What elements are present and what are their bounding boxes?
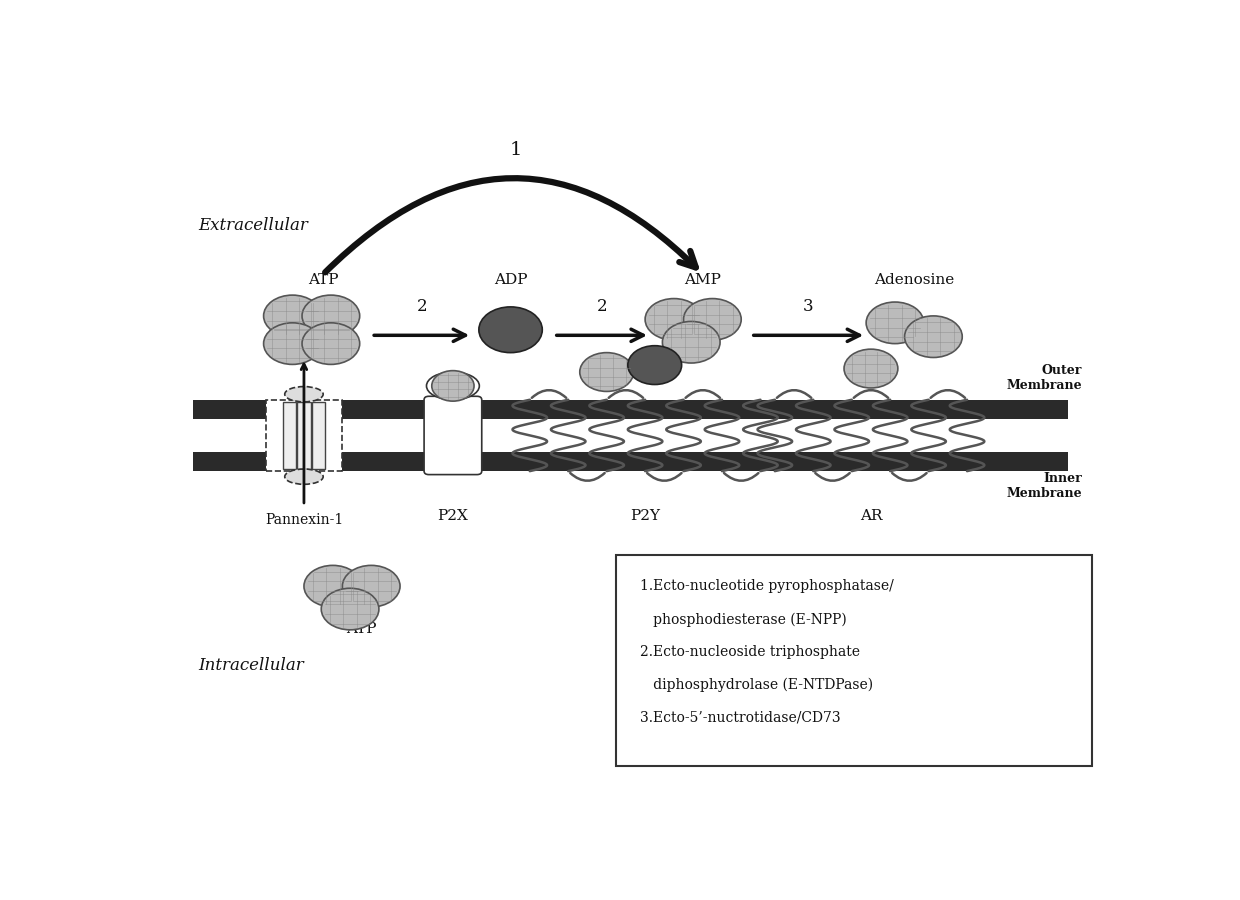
Text: 2: 2 [417, 298, 427, 314]
Circle shape [304, 565, 362, 607]
FancyArrowPatch shape [893, 473, 926, 481]
Circle shape [479, 307, 542, 353]
Text: P2X: P2X [438, 509, 469, 523]
Text: Extracellular: Extracellular [198, 217, 308, 234]
Circle shape [844, 349, 898, 388]
Circle shape [303, 323, 360, 364]
FancyArrowPatch shape [325, 178, 696, 273]
FancyArrowPatch shape [609, 390, 644, 398]
Circle shape [264, 295, 321, 337]
Text: ATP: ATP [346, 622, 377, 636]
Ellipse shape [285, 469, 324, 484]
Text: diphosphydrolase (E-NTDPase): diphosphydrolase (E-NTDPase) [640, 678, 873, 692]
Text: Pannexin-1: Pannexin-1 [265, 513, 343, 526]
Circle shape [342, 565, 401, 607]
Circle shape [432, 371, 474, 401]
Circle shape [645, 299, 703, 340]
FancyBboxPatch shape [424, 396, 481, 474]
FancyBboxPatch shape [616, 555, 1092, 767]
Text: Inner
Membrane: Inner Membrane [1007, 472, 1083, 500]
Text: Outer
Membrane: Outer Membrane [1007, 364, 1083, 392]
Text: 1: 1 [510, 140, 522, 158]
Text: 2.Ecto-nucleoside triphosphate: 2.Ecto-nucleoside triphosphate [640, 645, 861, 659]
FancyArrowPatch shape [570, 473, 605, 481]
Text: 3.Ecto-5’-nuctrotidase/CD73: 3.Ecto-5’-nuctrotidase/CD73 [640, 711, 841, 724]
Text: Intracellular: Intracellular [198, 657, 304, 674]
FancyArrowPatch shape [777, 390, 811, 398]
FancyBboxPatch shape [265, 400, 342, 471]
Text: 2: 2 [596, 298, 608, 314]
Ellipse shape [427, 372, 480, 400]
Text: AR: AR [859, 509, 882, 523]
Ellipse shape [285, 387, 324, 401]
FancyArrowPatch shape [724, 473, 759, 481]
FancyArrowPatch shape [816, 473, 849, 481]
FancyArrowPatch shape [931, 390, 965, 398]
Bar [193, 400, 1068, 419]
Text: phosphodiesterase (E-NPP): phosphodiesterase (E-NPP) [640, 612, 847, 626]
FancyArrowPatch shape [854, 390, 888, 398]
Circle shape [683, 299, 742, 340]
Bar [311, 401, 325, 469]
Bar [298, 401, 311, 469]
Text: Adenosine: Adenosine [874, 273, 955, 287]
Text: AMP: AMP [684, 273, 722, 287]
Text: ADP: ADP [494, 273, 527, 287]
Circle shape [905, 316, 962, 357]
Bar [193, 452, 1068, 471]
Text: ATP: ATP [308, 273, 339, 287]
Circle shape [303, 295, 360, 337]
FancyArrowPatch shape [686, 390, 720, 398]
Circle shape [866, 302, 924, 344]
Circle shape [627, 346, 682, 384]
Text: 1.Ecto-nucleotide pyrophosphatase/: 1.Ecto-nucleotide pyrophosphatase/ [640, 580, 894, 593]
Circle shape [264, 323, 321, 364]
Bar [283, 401, 296, 469]
Text: 3: 3 [804, 298, 813, 314]
Circle shape [321, 589, 379, 630]
Text: P2Y: P2Y [630, 509, 660, 523]
Circle shape [580, 353, 634, 392]
FancyArrowPatch shape [532, 390, 567, 398]
FancyArrowPatch shape [647, 473, 682, 481]
Circle shape [662, 321, 720, 363]
